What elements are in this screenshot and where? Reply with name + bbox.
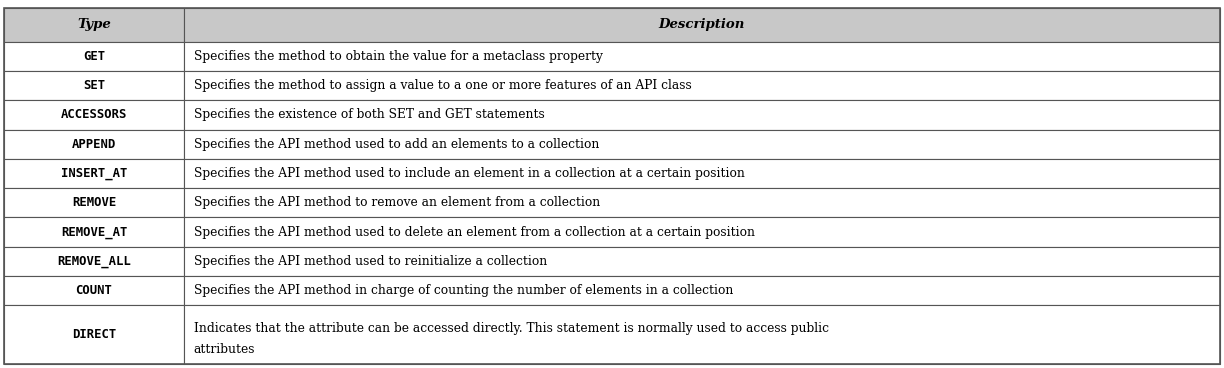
Bar (4, 130, 184, 159)
Bar (4, 247, 184, 276)
Text: Specifies the API method used to delete an element from a collection at a certai: Specifies the API method used to delete … (193, 226, 755, 239)
Bar (4, 276, 184, 305)
Bar (4, 217, 184, 247)
Text: Indicates that the attribute can be accessed directly. This statement is normall: Indicates that the attribute can be acce… (193, 322, 829, 356)
Text: Specifies the API method used to reinitialize a collection: Specifies the API method used to reiniti… (193, 255, 547, 268)
Text: REMOVE_ALL: REMOVE_ALL (58, 255, 131, 268)
Text: APPEND: APPEND (72, 138, 116, 151)
Bar (4, 100, 184, 130)
Bar (184, 159, 1220, 188)
Bar (4, 159, 184, 188)
Text: SET: SET (83, 79, 105, 92)
Text: Specifies the API method to remove an element from a collection: Specifies the API method to remove an el… (193, 197, 600, 209)
Text: Specifies the method to obtain the value for a metaclass property: Specifies the method to obtain the value… (193, 50, 602, 63)
Bar (4, 42, 184, 71)
Text: REMOVE_AT: REMOVE_AT (61, 226, 127, 239)
Text: Specifies the API method used to add an elements to a collection: Specifies the API method used to add an … (193, 138, 599, 151)
Text: GET: GET (83, 50, 105, 63)
Text: Type: Type (77, 18, 111, 31)
Bar (184, 8, 1220, 42)
Bar (184, 247, 1220, 276)
Bar (4, 71, 184, 100)
Bar (184, 100, 1220, 130)
Bar (184, 71, 1220, 100)
Bar (4, 305, 184, 364)
Text: COUNT: COUNT (76, 284, 113, 297)
Text: Specifies the API method in charge of counting the number of elements in a colle: Specifies the API method in charge of co… (193, 284, 733, 297)
Bar (184, 305, 1220, 364)
Text: Specifies the existence of both SET and GET statements: Specifies the existence of both SET and … (193, 109, 545, 121)
Bar (184, 42, 1220, 71)
Bar (4, 8, 184, 42)
Text: Specifies the method to assign a value to a one or more features of an API class: Specifies the method to assign a value t… (193, 79, 692, 92)
Bar (184, 217, 1220, 247)
Bar (4, 188, 184, 217)
Text: REMOVE: REMOVE (72, 197, 116, 209)
Text: Specifies the API method used to include an element in a collection at a certain: Specifies the API method used to include… (193, 167, 744, 180)
Text: ACCESSORS: ACCESSORS (61, 109, 127, 121)
Text: Description: Description (659, 18, 745, 31)
Bar (184, 130, 1220, 159)
Text: DIRECT: DIRECT (72, 328, 116, 341)
Bar (184, 188, 1220, 217)
Bar (184, 276, 1220, 305)
Text: INSERT_AT: INSERT_AT (61, 167, 127, 180)
